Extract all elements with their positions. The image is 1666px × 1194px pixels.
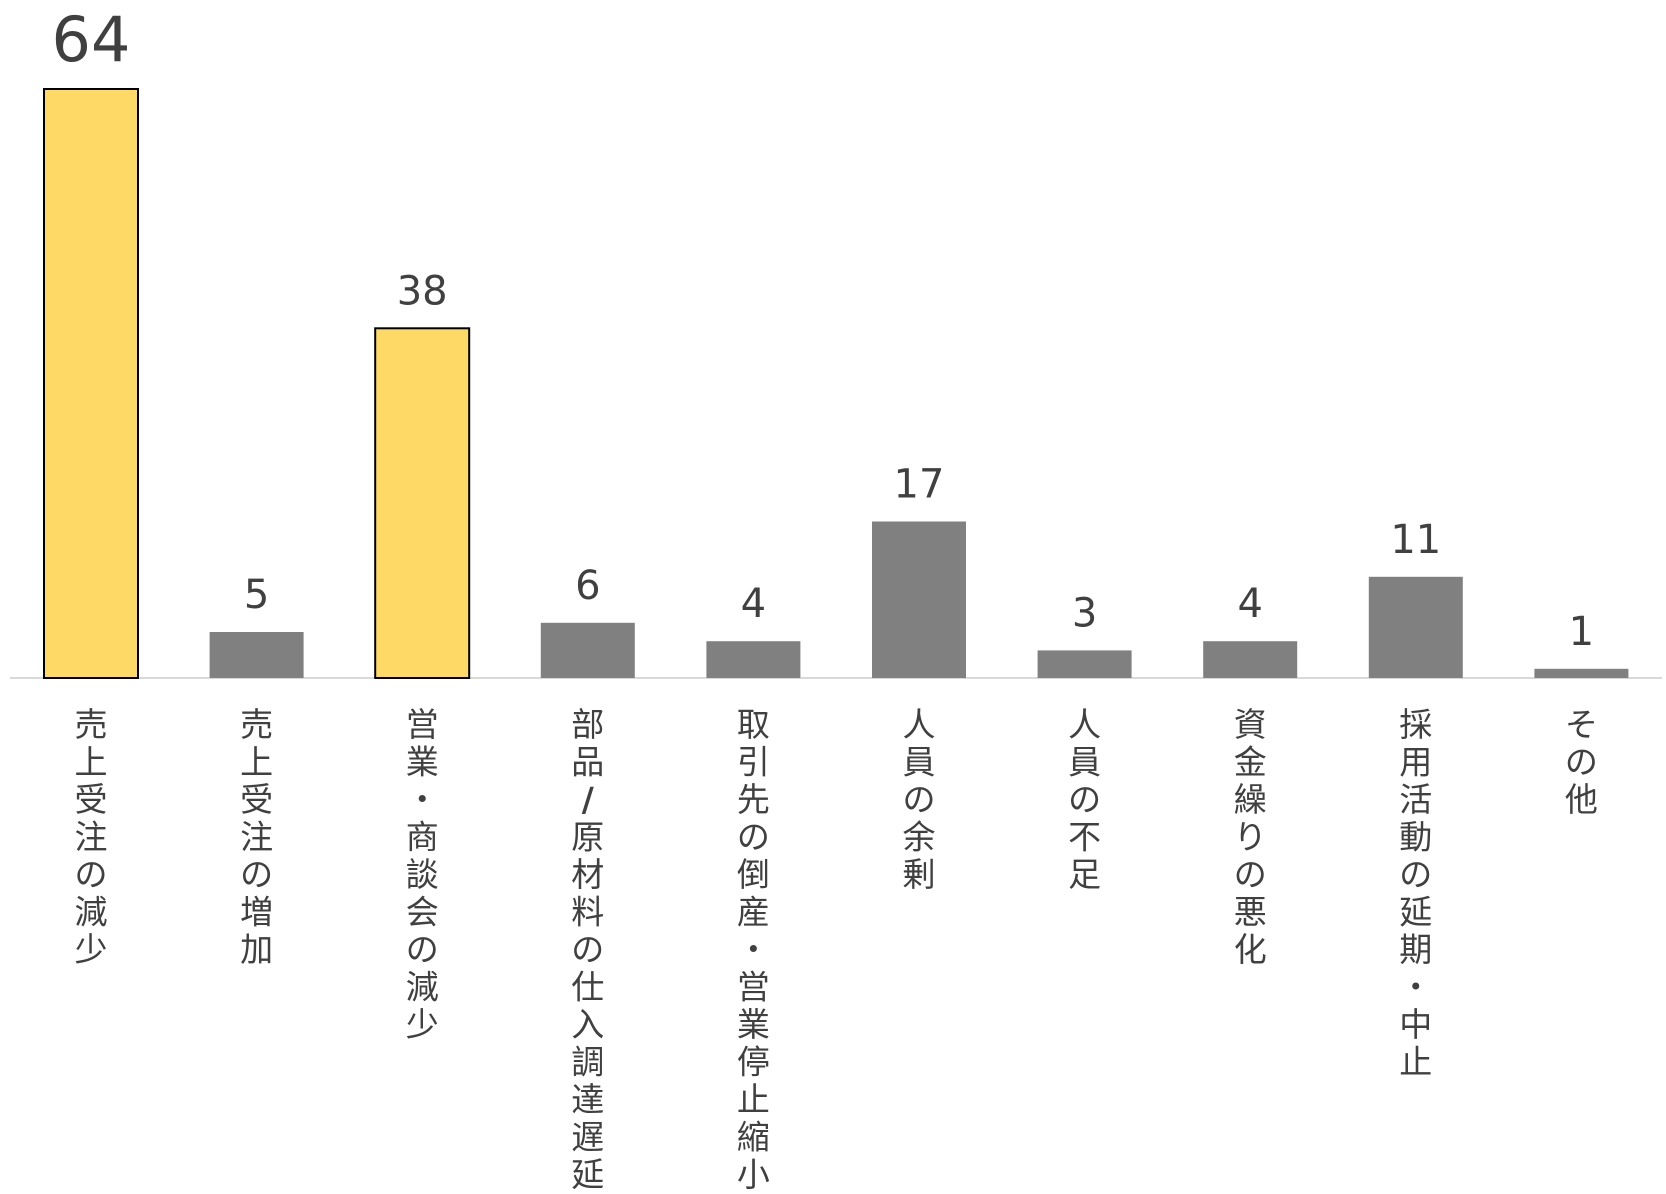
bar-8 xyxy=(1203,641,1298,678)
category-label-7: 人員の不足 xyxy=(1068,705,1101,894)
value-label-9: 11 xyxy=(1390,517,1441,563)
bar-9 xyxy=(1368,576,1463,678)
category-label-2: 売上受注の増加 xyxy=(240,705,273,969)
category-label-1: 売上受注の減少 xyxy=(75,705,108,969)
value-label-7: 3 xyxy=(1072,590,1097,636)
bar-6 xyxy=(872,521,966,678)
value-label-10: 1 xyxy=(1569,609,1594,655)
value-label-6: 17 xyxy=(894,462,945,508)
bars-group xyxy=(43,88,1629,679)
category-label-5: 取引先の倒産・営業停止縮小 xyxy=(737,705,770,1190)
bar-1 xyxy=(43,88,139,679)
bar-3 xyxy=(374,327,471,679)
value-label-2: 5 xyxy=(244,572,269,618)
category-label-4: 部品/原材料の仕入調達遅延 xyxy=(571,705,604,1190)
value-label-8: 4 xyxy=(1237,581,1262,627)
bar-5 xyxy=(706,641,801,678)
value-label-1: 64 xyxy=(52,3,131,76)
category-label-10: その他 xyxy=(1565,705,1598,819)
category-label-9: 採用活動の延期・中止 xyxy=(1399,705,1432,1082)
bar-4 xyxy=(540,622,635,678)
value-label-4: 6 xyxy=(575,563,600,609)
category-label-8: 資金繰りの悪化 xyxy=(1234,705,1267,969)
category-label-6: 人員の余剰 xyxy=(903,705,936,894)
value-label-3: 38 xyxy=(397,268,448,314)
category-label-3: 営業・商談会の減少 xyxy=(406,705,439,1044)
bar-7 xyxy=(1037,650,1132,678)
bar-2 xyxy=(209,632,304,678)
bar-10 xyxy=(1534,668,1629,678)
category-labels-group: 売上受注の減少 売上受注の増加 営業・商談会の減少 部品/原材料の仕入調達遅延 取引先の… xyxy=(75,705,1598,1194)
value-label-5: 4 xyxy=(741,581,766,627)
